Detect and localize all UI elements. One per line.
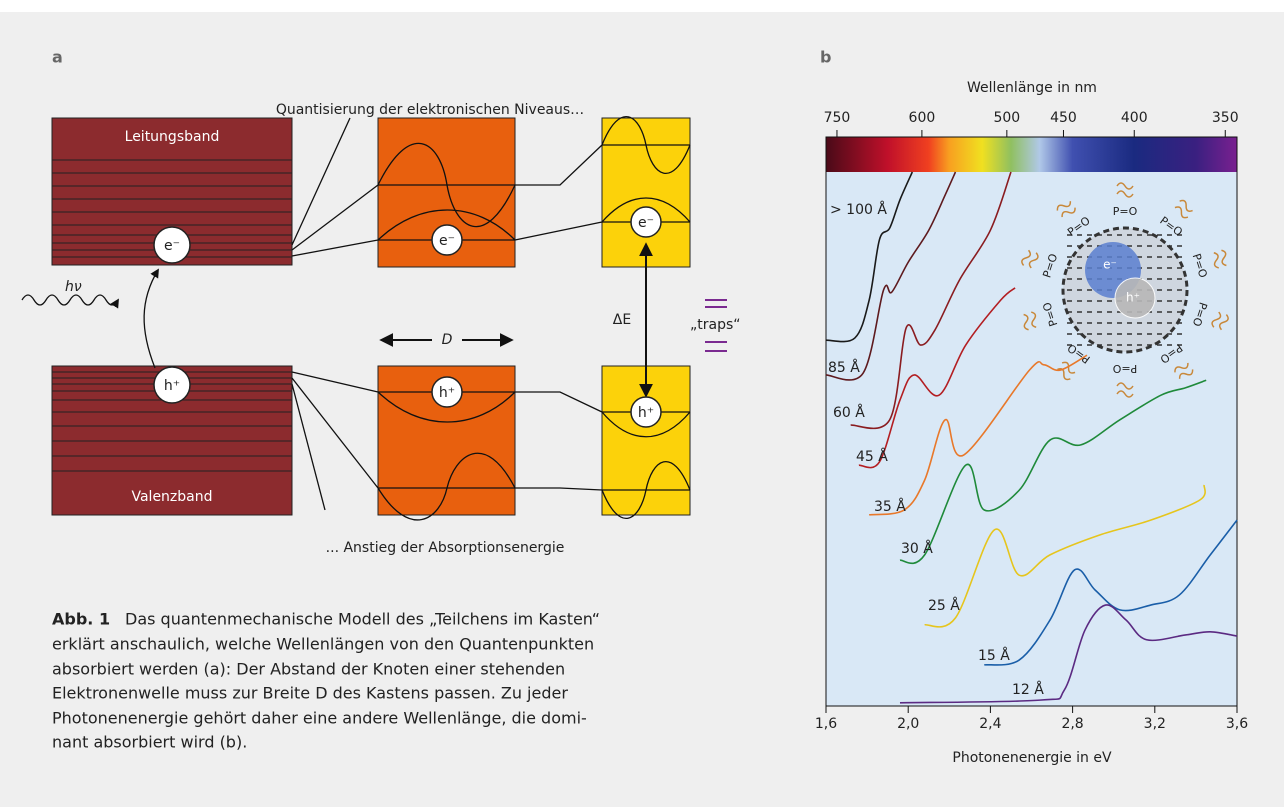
caption-line: absorbiert werden (a): Der Abstand der K… <box>52 660 565 679</box>
x2-tick-label: 750 <box>824 110 851 126</box>
spectrum-bar <box>826 137 1237 172</box>
panel-a: a Quantisierung der elektronischen Nivea… <box>22 48 741 557</box>
x2-tick-label: 400 <box>1121 110 1148 126</box>
delta-e: ΔE <box>613 312 631 328</box>
figure: a Quantisierung der elektronischen Nivea… <box>0 0 1284 803</box>
series-label: 60 Å <box>833 404 865 421</box>
hole: h⁺ <box>439 385 455 401</box>
width-label: D <box>442 332 453 348</box>
band-label: Leitungsband <box>125 129 220 145</box>
series-label: 25 Å <box>928 597 960 614</box>
series-label: 15 Å <box>978 647 1010 664</box>
band-label: Valenzband <box>131 489 212 505</box>
x-axis-title: Photonenenergie in eV <box>952 750 1112 766</box>
series-label: 35 Å <box>874 498 906 515</box>
caption-line: Elektronenwelle muss zur Breite D des Ka… <box>52 684 568 703</box>
ligand-label: P=O <box>1113 205 1138 218</box>
series-label: > 100 Å <box>830 201 887 218</box>
series-label: 85 Å <box>828 359 860 376</box>
electron: e⁻ <box>164 238 180 254</box>
caption-line: nant absorbiert wird (b). <box>52 733 247 752</box>
traps-label: „traps“ <box>690 317 741 333</box>
top-note: Quantisierung der elektronischen Niveaus… <box>276 102 584 118</box>
ligand-label: P=O <box>1112 362 1137 375</box>
electron: e⁻ <box>439 233 455 249</box>
x-tick-label: 2,0 <box>897 716 919 732</box>
caption-line: Photonenenergie gehört daher eine andere… <box>52 709 587 728</box>
series-label: 12 Å <box>1012 681 1044 698</box>
x-tick-label: 2,8 <box>1061 716 1083 732</box>
hole: h⁺ <box>638 405 654 421</box>
x-tick-label: 2,4 <box>979 716 1001 732</box>
caption-line: Das quantenmechanische Modell des „Teilc… <box>125 610 600 629</box>
series-label: 30 Å <box>901 540 933 557</box>
bottom-note: ... Anstieg der Absorptionsenergie <box>326 540 565 556</box>
box <box>602 118 690 267</box>
x2-tick-label: 350 <box>1212 110 1239 126</box>
inset-hole: h⁺ <box>1126 291 1140 305</box>
panel-label: a <box>52 48 63 67</box>
x-tick-label: 3,6 <box>1226 716 1248 732</box>
x2-tick-label: 500 <box>993 110 1020 126</box>
x2-tick-label: 600 <box>909 110 936 126</box>
electron: e⁻ <box>638 215 654 231</box>
series-label: 45 Å <box>856 448 888 465</box>
caption: Abb. 1 Das quantenmechanische Modell des… <box>52 610 600 752</box>
hole: h⁺ <box>164 378 180 394</box>
panel-label: b <box>820 48 831 67</box>
x2-tick-label: 450 <box>1050 110 1077 126</box>
caption-line: erklärt anschaulich, welche Wellenlängen… <box>52 635 594 654</box>
photon-label: hν <box>65 279 82 295</box>
x-tick-label: 1,6 <box>815 716 837 732</box>
top-strip <box>0 0 1284 12</box>
caption-label: Abb. 1 <box>52 610 110 629</box>
x2-axis-title: Wellenlänge in nm <box>967 80 1097 96</box>
x-tick-label: 3,2 <box>1144 716 1166 732</box>
inset-electron: e⁻ <box>1103 258 1117 272</box>
